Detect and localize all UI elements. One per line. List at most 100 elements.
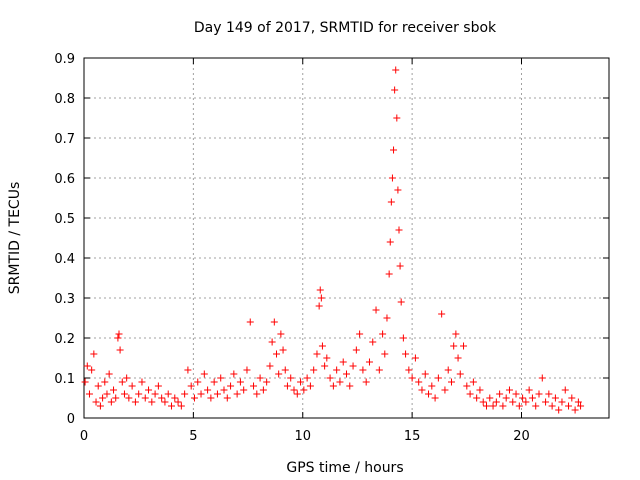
data-point xyxy=(456,370,464,378)
data-point xyxy=(381,350,389,358)
data-point xyxy=(568,394,576,402)
data-point xyxy=(509,398,517,406)
data-point xyxy=(112,394,120,402)
data-point xyxy=(207,394,215,402)
data-point xyxy=(571,406,579,414)
data-point xyxy=(499,402,507,410)
tick-layer: 0 0.1 0.2 0.3 0.4 0.5 0.6 0.7 0.8 0.9 0 5 10 15 20 xyxy=(54,52,609,444)
data-point xyxy=(243,366,251,374)
data-point xyxy=(256,374,264,382)
data-point xyxy=(434,374,442,382)
data-point xyxy=(223,394,231,402)
data-point xyxy=(542,398,550,406)
data-point xyxy=(318,342,326,350)
data-point xyxy=(164,390,172,398)
data-point xyxy=(349,362,357,370)
data-point xyxy=(253,390,261,398)
data-point xyxy=(204,386,212,394)
data-point xyxy=(321,362,329,370)
data-point xyxy=(171,394,179,402)
data-point xyxy=(297,378,305,386)
data-point xyxy=(473,394,481,402)
data-point xyxy=(85,390,93,398)
data-point xyxy=(460,342,468,350)
data-point xyxy=(110,386,118,394)
y-tick-label: 0.1 xyxy=(54,372,75,387)
data-point xyxy=(408,374,416,382)
data-point xyxy=(399,334,407,342)
data-point xyxy=(561,386,569,394)
data-point xyxy=(466,390,474,398)
data-point xyxy=(259,386,267,394)
data-point xyxy=(194,378,202,386)
data-point xyxy=(397,298,405,306)
data-point xyxy=(390,146,398,154)
data-point xyxy=(268,338,276,346)
data-point xyxy=(233,390,241,398)
data-point xyxy=(369,338,377,346)
y-tick-label: 0.5 xyxy=(54,212,75,227)
plot-frame xyxy=(83,57,610,419)
data-point xyxy=(306,382,314,390)
data-point xyxy=(250,382,258,390)
data-point xyxy=(287,374,295,382)
data-point xyxy=(441,386,449,394)
data-point xyxy=(415,378,423,386)
data-point xyxy=(151,390,159,398)
data-point xyxy=(512,390,520,398)
data-point xyxy=(329,382,337,390)
data-point xyxy=(123,374,131,382)
x-axis-label: GPS time / hours xyxy=(286,460,403,476)
data-point xyxy=(356,330,364,338)
data-point xyxy=(396,262,404,270)
data-point xyxy=(558,398,566,406)
data-point xyxy=(383,314,391,322)
data-point xyxy=(184,366,192,374)
data-point xyxy=(277,330,285,338)
data-point xyxy=(425,390,433,398)
data-point xyxy=(315,302,323,310)
data-point xyxy=(114,334,122,342)
data-point xyxy=(452,330,460,338)
data-point xyxy=(125,394,133,402)
x-tick-label: 0 xyxy=(80,429,88,444)
data-point xyxy=(519,394,527,402)
x-tick-label: 10 xyxy=(294,429,311,444)
data-point xyxy=(388,174,396,182)
data-point xyxy=(431,394,439,402)
data-point xyxy=(402,350,410,358)
y-tick-label: 0.7 xyxy=(54,132,75,147)
data-point xyxy=(532,402,540,410)
data-point xyxy=(290,386,298,394)
data-point xyxy=(135,390,143,398)
data-point xyxy=(450,342,458,350)
data-point xyxy=(161,398,169,406)
data-point xyxy=(270,318,278,326)
data-point xyxy=(197,390,205,398)
data-point xyxy=(483,402,490,410)
data-point xyxy=(555,406,563,414)
x-tick-label: 20 xyxy=(513,429,530,444)
data-point xyxy=(438,310,446,318)
data-point xyxy=(479,398,487,406)
data-point xyxy=(293,390,301,398)
data-point xyxy=(405,366,413,374)
data-point xyxy=(362,378,370,386)
data-point xyxy=(548,402,556,410)
data-point xyxy=(394,186,402,194)
data-point xyxy=(310,366,318,374)
data-point xyxy=(411,354,419,362)
data-point xyxy=(574,398,582,406)
data-point xyxy=(577,402,585,410)
data-point xyxy=(96,402,104,410)
x-tick-label: 15 xyxy=(404,429,421,444)
data-points xyxy=(81,66,585,414)
data-point xyxy=(300,386,308,394)
y-tick-label: 0.2 xyxy=(54,332,75,347)
data-point xyxy=(154,382,162,390)
data-point xyxy=(317,294,325,302)
y-tick-label: 0 xyxy=(67,412,75,427)
data-point xyxy=(496,390,504,398)
grid-layer xyxy=(84,58,609,418)
